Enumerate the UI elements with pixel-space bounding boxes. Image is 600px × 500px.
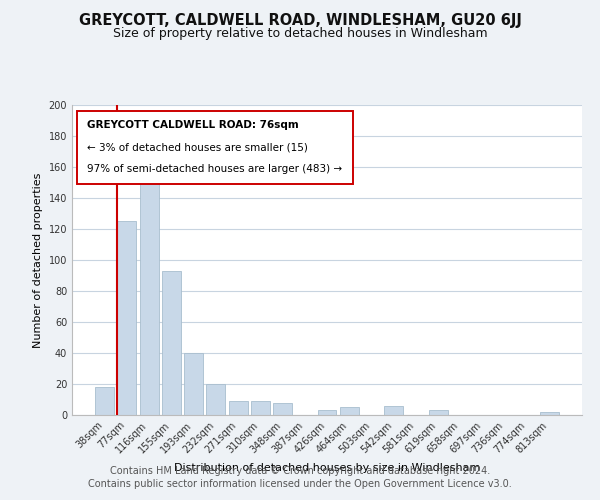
X-axis label: Distribution of detached houses by size in Windlesham: Distribution of detached houses by size …: [174, 463, 480, 473]
Bar: [184, 353, 203, 415]
Bar: [340, 407, 359, 415]
Text: Size of property relative to detached houses in Windlesham: Size of property relative to detached ho…: [113, 28, 487, 40]
Bar: [429, 410, 448, 415]
Text: ← 3% of detached houses are smaller (15): ← 3% of detached houses are smaller (15): [88, 142, 308, 152]
Bar: [162, 271, 181, 415]
Bar: [118, 221, 136, 415]
Bar: [317, 410, 337, 415]
Text: GREYCOTT CALDWELL ROAD: 76sqm: GREYCOTT CALDWELL ROAD: 76sqm: [88, 120, 299, 130]
Bar: [540, 412, 559, 415]
Text: 97% of semi-detached houses are larger (483) →: 97% of semi-detached houses are larger (…: [88, 164, 343, 174]
Bar: [273, 402, 292, 415]
Text: Contains HM Land Registry data © Crown copyright and database right 2024.: Contains HM Land Registry data © Crown c…: [110, 466, 490, 476]
Bar: [95, 387, 114, 415]
Bar: [384, 406, 403, 415]
Bar: [251, 401, 270, 415]
Bar: [206, 384, 225, 415]
Bar: [140, 167, 158, 415]
Text: GREYCOTT, CALDWELL ROAD, WINDLESHAM, GU20 6JJ: GREYCOTT, CALDWELL ROAD, WINDLESHAM, GU2…: [79, 12, 521, 28]
FancyBboxPatch shape: [77, 111, 353, 184]
Text: Contains public sector information licensed under the Open Government Licence v3: Contains public sector information licen…: [88, 479, 512, 489]
Y-axis label: Number of detached properties: Number of detached properties: [33, 172, 43, 348]
Bar: [229, 401, 248, 415]
